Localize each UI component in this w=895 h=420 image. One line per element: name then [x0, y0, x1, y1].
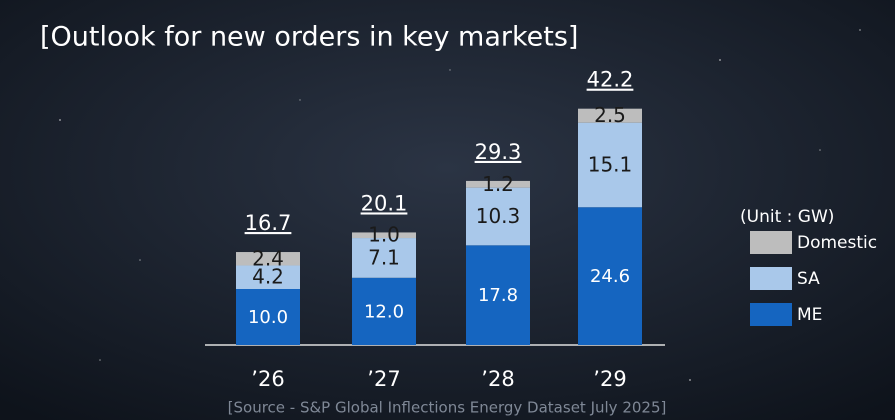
- source: [Source - S&P Global Inflections Energy …: [228, 399, 667, 417]
- bar-segment: [578, 122, 642, 208]
- x-tick-label: ’29: [593, 367, 626, 391]
- bar-segment: [578, 207, 642, 345]
- bar-segment: [352, 238, 416, 278]
- unit-label: (Unit : GW): [740, 207, 834, 227]
- value-label: 24.6: [590, 266, 630, 287]
- bar-segment: [236, 265, 300, 289]
- value-label: 2.4: [252, 246, 284, 270]
- bar-segment: [236, 252, 300, 266]
- value-label: 10.0: [248, 307, 288, 328]
- legend-label: ME: [797, 305, 822, 325]
- stars: [59, 29, 861, 381]
- legend-label: Domestic: [797, 233, 877, 253]
- total-label: 16.7: [245, 211, 292, 235]
- legend-label: SA: [797, 269, 820, 289]
- x-tick-label: ’26: [251, 367, 284, 391]
- total-label: 29.3: [475, 140, 522, 164]
- x-tick-label: ’27: [367, 367, 400, 391]
- bar-segment: [466, 180, 530, 188]
- bar-segment: [352, 232, 416, 239]
- bar-segment: [352, 277, 416, 345]
- bar-segment: [578, 108, 642, 123]
- total-label: 20.1: [361, 191, 408, 215]
- total-label: 42.2: [587, 68, 634, 92]
- value-label: 12.0: [364, 301, 404, 322]
- value-label: 4.2: [252, 265, 284, 289]
- legend-swatch: [750, 303, 792, 326]
- value-label: 2.5: [594, 103, 626, 127]
- bar-segment: [466, 187, 530, 246]
- value-label: 15.1: [588, 152, 633, 176]
- x-tick-label: ’28: [481, 367, 514, 391]
- bar-segment: [466, 245, 530, 345]
- bar-segment: [236, 289, 300, 345]
- chart-title: [Outlook for new orders in key markets]: [40, 22, 578, 53]
- value-label: 7.1: [368, 245, 400, 269]
- value-label: 1.2: [482, 172, 514, 196]
- value-label: 1.0: [368, 223, 400, 247]
- value-label: 17.8: [478, 285, 518, 306]
- value-label: 10.3: [476, 204, 521, 228]
- legend-swatch: [750, 231, 792, 254]
- legend-swatch: [750, 267, 792, 290]
